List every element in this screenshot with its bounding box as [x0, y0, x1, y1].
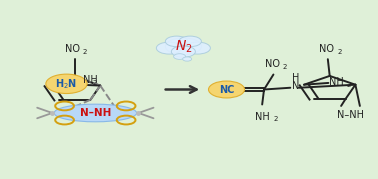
- Text: N–NH: N–NH: [337, 110, 364, 120]
- Circle shape: [156, 42, 182, 54]
- Text: $N_2$: $N_2$: [175, 38, 192, 55]
- Text: 2: 2: [337, 49, 342, 55]
- Circle shape: [171, 46, 195, 57]
- Text: NO: NO: [65, 45, 80, 54]
- Text: N–NH: N–NH: [80, 108, 111, 118]
- Text: NH: NH: [83, 75, 98, 85]
- Circle shape: [209, 81, 245, 98]
- Circle shape: [183, 57, 192, 61]
- Text: 2: 2: [83, 49, 87, 55]
- Text: NC: NC: [219, 84, 234, 95]
- Circle shape: [46, 74, 87, 93]
- Text: H$_2$N: H$_2$N: [56, 77, 77, 91]
- Text: 2: 2: [283, 64, 287, 70]
- Text: NH: NH: [328, 77, 343, 87]
- Text: NH: NH: [255, 112, 270, 122]
- Circle shape: [165, 36, 188, 47]
- Ellipse shape: [54, 104, 136, 122]
- Circle shape: [185, 42, 211, 54]
- Text: N: N: [292, 81, 300, 91]
- Text: NO: NO: [319, 45, 334, 54]
- Text: 2: 2: [273, 117, 277, 122]
- Circle shape: [179, 36, 201, 47]
- Circle shape: [174, 54, 186, 59]
- Circle shape: [165, 38, 201, 55]
- Text: NO: NO: [265, 59, 280, 69]
- Text: H: H: [292, 73, 300, 83]
- Text: 2: 2: [93, 80, 97, 86]
- Text: 2: 2: [346, 82, 350, 88]
